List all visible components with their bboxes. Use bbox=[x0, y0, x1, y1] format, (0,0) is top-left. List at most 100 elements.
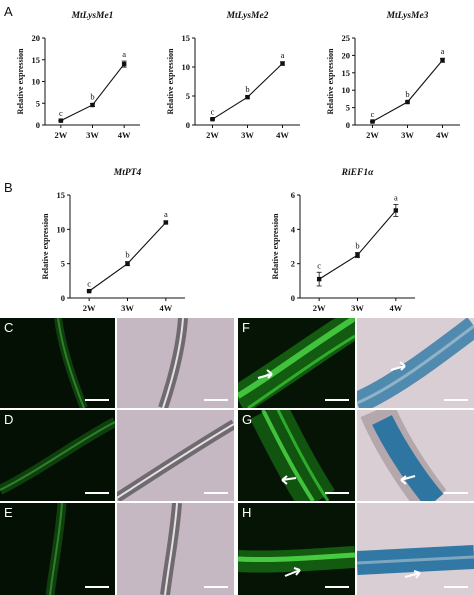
scale-bar bbox=[444, 586, 468, 588]
y-axis-label: Relative expression bbox=[166, 48, 175, 114]
y-tick-label: 10 bbox=[182, 62, 191, 72]
y-axis-label: Relative expression bbox=[326, 48, 335, 114]
significance-label: a bbox=[164, 209, 168, 219]
data-point bbox=[86, 288, 92, 294]
scale-bar bbox=[204, 586, 228, 588]
x-tick-label: 2W bbox=[313, 303, 326, 313]
panel-letter-h: H bbox=[242, 505, 252, 520]
panel-letter-f: F bbox=[242, 320, 250, 335]
data-point bbox=[316, 276, 322, 282]
panel-g-fluorescence: G bbox=[238, 410, 355, 501]
data-point bbox=[125, 261, 130, 266]
x-tick-label: 3W bbox=[241, 130, 254, 140]
significance-label: a bbox=[281, 50, 285, 60]
chart-1: 0 5 10 15 20 2W 3W 4W Relative expression MtLysMe… bbox=[16, 11, 140, 140]
significance-label: c bbox=[317, 260, 321, 270]
panel-letter-d: D bbox=[4, 412, 14, 427]
x-tick-label: 4W bbox=[436, 130, 449, 140]
y-tick-label: 0 bbox=[346, 120, 350, 130]
panel-d-brightfield bbox=[117, 410, 234, 501]
data-point bbox=[58, 118, 64, 123]
panel-letter-e: E bbox=[4, 505, 13, 520]
data-point bbox=[393, 208, 399, 213]
significance-label: a bbox=[122, 49, 126, 59]
significance-label: c bbox=[211, 107, 215, 117]
x-tick-label: 2W bbox=[206, 130, 219, 140]
panel-f-fluorescence: F bbox=[238, 318, 355, 408]
significance-label: c bbox=[371, 109, 375, 119]
x-tick-label: 4W bbox=[276, 130, 289, 140]
scale-bar bbox=[204, 399, 228, 401]
panel-f-gus bbox=[357, 318, 474, 408]
chart-3: 0 5 10 15 20 25 2W 3W 4W Relative expression MtLys… bbox=[326, 11, 460, 140]
chart-4: 0 5 10 15 2W 3W 4W Relative expression MtPT4 c b a bbox=[41, 168, 185, 313]
data-point bbox=[280, 61, 285, 66]
scale-bar bbox=[325, 399, 349, 401]
scale-bar bbox=[325, 586, 349, 588]
y-tick-label: 20 bbox=[342, 50, 351, 60]
panel-h-fluorescence: H bbox=[238, 503, 355, 595]
data-point bbox=[355, 252, 360, 258]
chart-title: MtPT4 bbox=[113, 168, 142, 178]
data-point bbox=[121, 61, 127, 67]
panel-d-fluorescence: D bbox=[0, 410, 115, 501]
y-tick-label: 20 bbox=[32, 33, 41, 43]
y-tick-label: 0 bbox=[291, 293, 295, 303]
significance-label: c bbox=[59, 108, 63, 118]
scale-bar bbox=[444, 492, 468, 494]
chart-title: RiEF1α bbox=[341, 168, 374, 178]
y-tick-label: 15 bbox=[57, 190, 66, 200]
significance-label: b bbox=[125, 250, 129, 260]
y-tick-label: 6 bbox=[291, 190, 295, 200]
panel-letter-a: A bbox=[4, 4, 13, 19]
scale-bar bbox=[85, 399, 109, 401]
y-tick-label: 2 bbox=[291, 259, 295, 269]
x-tick-label: 4W bbox=[159, 303, 172, 313]
y-tick-label: 0 bbox=[36, 120, 40, 130]
scale-bar bbox=[444, 399, 468, 401]
y-tick-label: 10 bbox=[342, 85, 351, 95]
panel-c-brightfield bbox=[117, 318, 234, 408]
y-tick-label: 5 bbox=[36, 98, 40, 108]
y-tick-label: 5 bbox=[346, 103, 350, 113]
x-tick-label: 3W bbox=[351, 303, 364, 313]
x-tick-label: 2W bbox=[54, 130, 67, 140]
y-tick-label: 25 bbox=[342, 33, 351, 43]
significance-label: b bbox=[405, 89, 409, 99]
data-point bbox=[370, 119, 375, 124]
x-tick-label: 4W bbox=[389, 303, 402, 313]
x-tick-label: 2W bbox=[366, 130, 379, 140]
data-point bbox=[440, 58, 445, 63]
significance-label: b bbox=[355, 241, 359, 251]
x-tick-label: 3W bbox=[121, 303, 134, 313]
y-axis-label: Relative expression bbox=[16, 48, 25, 114]
y-tick-label: 5 bbox=[186, 91, 190, 101]
chart-5: 0 2 4 6 2W 3W 4W Relative expression RiEF1α c b a bbox=[271, 168, 415, 313]
y-tick-label: 0 bbox=[61, 293, 65, 303]
significance-label: b bbox=[245, 84, 249, 94]
data-point bbox=[210, 117, 215, 122]
data-point bbox=[90, 102, 95, 108]
chart-2: 0 5 10 15 2W 3W 4W Relative expression MtLysMe2 c… bbox=[166, 11, 300, 140]
y-tick-label: 10 bbox=[32, 77, 41, 87]
data-point bbox=[245, 94, 250, 100]
significance-label: a bbox=[394, 192, 398, 202]
y-tick-label: 0 bbox=[186, 120, 190, 130]
chart-title: MtLysMe1 bbox=[71, 11, 114, 21]
y-tick-label: 10 bbox=[57, 224, 66, 234]
significance-label: a bbox=[441, 46, 445, 56]
y-tick-label: 4 bbox=[291, 224, 296, 234]
y-tick-label: 5 bbox=[61, 259, 65, 269]
panel-letter-g: G bbox=[242, 412, 253, 427]
panel-letter-b: B bbox=[4, 180, 13, 195]
chart-title: MtLysMe3 bbox=[386, 11, 429, 21]
chart-title: MtLysMe2 bbox=[226, 11, 269, 21]
scale-bar bbox=[85, 492, 109, 494]
y-axis-label: Relative expression bbox=[271, 213, 280, 279]
x-tick-label: 2W bbox=[83, 303, 96, 313]
panel-e-brightfield bbox=[117, 503, 234, 595]
x-tick-label: 4W bbox=[118, 130, 131, 140]
x-tick-label: 3W bbox=[86, 130, 99, 140]
